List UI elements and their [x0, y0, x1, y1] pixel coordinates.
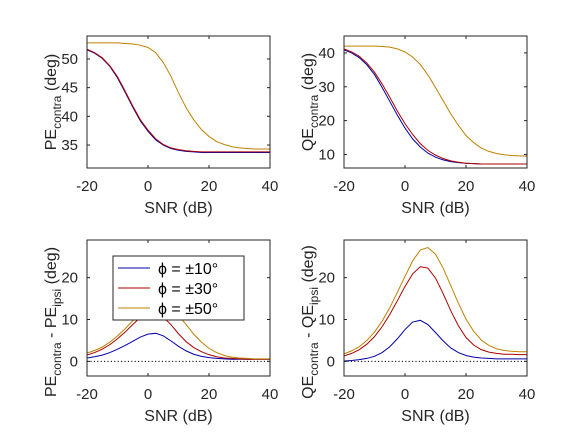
x-tick-label: -20: [333, 178, 355, 195]
series-line-2: [344, 266, 527, 357]
y-label-mid: - PE: [43, 307, 60, 343]
x-tick-label: 0: [401, 386, 409, 403]
panel-qe-diff: -20 0 20 40 0 10 20 SNR (dB) QEcontra - QEipsi (…: [300, 239, 536, 425]
series-line-3: [344, 45, 527, 157]
y-tick-label: 30: [318, 79, 335, 96]
y-label-unit: (deg): [300, 53, 317, 95]
y-tick-label: 45: [61, 80, 78, 97]
x-tick-label: 40: [262, 386, 279, 403]
x-axis-label: SNR (dB): [401, 200, 469, 217]
series-line-1: [344, 319, 527, 362]
x-tick-label: 20: [458, 386, 475, 403]
y-label-unit: (deg): [43, 54, 60, 96]
y-tick-label: 0: [70, 353, 78, 370]
panel-pe-diff: -20 0 20 40 0 10 20 SNR (dB) PEcontra - PEipsi (…: [43, 239, 279, 425]
y-label-main: QE: [300, 128, 317, 151]
y-tick-label: 20: [318, 113, 335, 130]
y-label-subscript: contra: [307, 342, 321, 376]
x-tick-label: 40: [519, 386, 536, 403]
series-line-2: [87, 312, 270, 360]
y-axis-label: PEcontra (deg): [43, 54, 64, 151]
y-tick-label: 35: [61, 137, 78, 154]
y-label-subscript: contra: [50, 342, 64, 376]
y-tick-label: 10: [318, 146, 335, 163]
x-tick-label: 20: [458, 178, 475, 195]
x-tick-label: 0: [144, 386, 152, 403]
y-label-subscript: contra: [50, 95, 64, 129]
legend-label-2: ϕ = ±30°: [158, 281, 218, 298]
axes-box: [343, 35, 528, 169]
y-label-subscript: contra: [307, 94, 321, 128]
axes-box: [86, 239, 271, 377]
panel-pe-contra: -20 0 20 40 35 40 45 50 SNR (dB) PEcontra (deg): [43, 35, 279, 217]
x-tick-label: 20: [201, 178, 218, 195]
y-tick-label: 20: [61, 270, 78, 287]
series-line-2: [344, 48, 527, 165]
x-tick-label: -20: [76, 178, 98, 195]
y-label-unit: (deg): [300, 245, 317, 287]
x-tick-label: 40: [262, 178, 279, 195]
series-line-3: [87, 42, 270, 150]
axes-box: [86, 35, 271, 169]
legend: ϕ = ±10° ϕ = ±30° ϕ = ±50°: [112, 255, 245, 321]
y-label-main: QE: [300, 376, 317, 399]
x-tick-label: 0: [401, 178, 409, 195]
y-tick-label: 10: [61, 312, 78, 329]
y-label-main: PE: [43, 129, 60, 150]
y-label-subscript-2: ipsi: [307, 287, 321, 305]
y-label-unit: (deg): [43, 247, 60, 289]
y-axis-label: QEcontra (deg): [300, 53, 321, 151]
panel-qe-contra: -20 0 20 40 10 20 30 40 SNR (dB) QEcontra (deg): [300, 35, 536, 217]
y-axis-label: QEcontra - QEipsi (deg): [300, 245, 321, 399]
x-axis-label: SNR (dB): [144, 408, 212, 425]
y-tick-label: 0: [327, 353, 335, 370]
x-axis-label: SNR (dB): [401, 408, 469, 425]
x-tick-label: -20: [76, 386, 98, 403]
y-tick-label: 10: [318, 312, 335, 329]
series-line-1: [87, 332, 270, 360]
x-tick-label: 0: [144, 178, 152, 195]
legend-label-1: ϕ = ±10°: [158, 261, 218, 278]
legend-label-3: ϕ = ±50°: [158, 301, 218, 318]
y-label-main: PE: [43, 376, 60, 397]
x-tick-label: 40: [519, 178, 536, 195]
x-axis-label: SNR (dB): [144, 200, 212, 217]
series-line-1: [87, 49, 270, 153]
x-tick-label: 20: [201, 386, 218, 403]
series-line-3: [344, 246, 527, 355]
y-tick-label: 20: [318, 270, 335, 287]
y-tick-label: 40: [61, 108, 78, 125]
y-tick-label: 40: [318, 45, 335, 62]
y-label-mid: - QE: [300, 305, 317, 342]
y-axis-label: PEcontra - PEipsi (deg): [43, 247, 64, 397]
y-tick-label: 50: [61, 51, 78, 68]
series-line-2: [87, 48, 270, 153]
series-line-1: [344, 49, 527, 165]
y-label-subscript-2: ipsi: [50, 289, 64, 307]
axes-box: [343, 239, 528, 377]
x-tick-label: -20: [333, 386, 355, 403]
